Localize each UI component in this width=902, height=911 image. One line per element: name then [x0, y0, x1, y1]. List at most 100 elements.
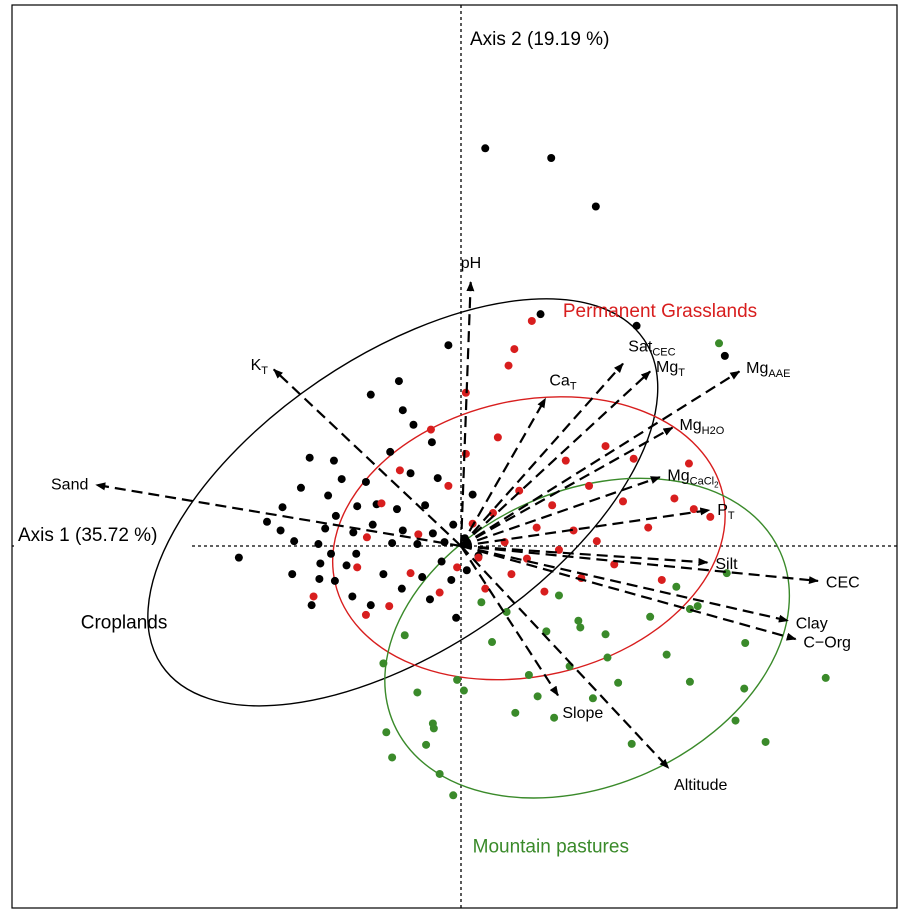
point-croplands: [591, 202, 600, 211]
vector-label-pt: PT: [717, 502, 735, 522]
point-permanent-grasslands: [309, 592, 318, 601]
axis-2-label: Axis 2 (19.19 %): [470, 29, 609, 50]
point-croplands: [437, 557, 446, 566]
point-permanent-grasslands: [689, 505, 698, 514]
point-mountain-pastures: [542, 627, 551, 636]
point-permanent-grasslands: [504, 361, 513, 370]
vector-slope: [460, 545, 559, 697]
point-permanent-grasslands: [569, 526, 578, 535]
annotation-mountain-pastures: Mountain pastures: [473, 837, 629, 858]
point-croplands: [263, 517, 271, 526]
point-croplands: [398, 406, 407, 415]
point-mountain-pastures: [502, 607, 511, 616]
vector-mgaae: [460, 370, 741, 547]
point-permanent-grasslands: [684, 459, 693, 468]
point-mountain-pastures: [685, 605, 694, 614]
point-croplands: [462, 566, 471, 575]
vector-silt: [460, 544, 709, 566]
point-mountain-pastures: [511, 708, 520, 717]
point-croplands: [425, 595, 434, 604]
point-croplands: [352, 549, 361, 558]
point-mountain-pastures: [413, 688, 422, 697]
vector-label-kt: KT: [251, 357, 269, 377]
point-mountain-pastures: [459, 686, 468, 695]
point-croplands: [361, 477, 370, 486]
point-permanent-grasslands: [453, 563, 462, 572]
point-croplands: [388, 539, 397, 548]
point-croplands: [348, 592, 357, 601]
point-mountain-pastures: [662, 650, 671, 659]
point-permanent-grasslands: [406, 569, 415, 578]
point-croplands: [394, 377, 403, 386]
point-mountain-pastures: [672, 582, 681, 591]
point-croplands: [468, 490, 477, 499]
point-mountain-pastures: [388, 753, 397, 762]
score-points: [234, 144, 830, 800]
point-croplands: [342, 561, 351, 570]
point-permanent-grasslands: [481, 584, 490, 593]
point-croplands: [315, 574, 324, 583]
point-mountain-pastures: [821, 673, 830, 682]
point-permanent-grasslands: [657, 575, 666, 584]
point-mountain-pastures: [627, 739, 636, 748]
point-mountain-pastures: [550, 713, 559, 722]
point-permanent-grasslands: [540, 587, 549, 596]
point-croplands: [314, 540, 323, 549]
point-croplands: [452, 613, 461, 622]
vector-kt: [273, 368, 462, 547]
vector-label-c-org: C−Org: [803, 634, 851, 651]
plot-frame: [11, 4, 898, 909]
point-mountain-pastures: [741, 639, 750, 647]
point-permanent-grasslands: [493, 433, 502, 442]
point-permanent-grasslands: [426, 425, 435, 434]
point-permanent-grasslands: [444, 481, 453, 490]
point-mountain-pastures: [435, 769, 444, 778]
point-croplands: [421, 501, 430, 510]
point-croplands: [329, 456, 338, 465]
point-mountain-pastures: [379, 659, 388, 668]
point-croplands: [305, 453, 314, 462]
point-mountain-pastures: [614, 678, 623, 687]
point-permanent-grasslands: [532, 523, 541, 532]
point-croplands: [392, 505, 401, 514]
point-permanent-grasslands: [489, 509, 498, 518]
vector-label-slope: Slope: [562, 705, 603, 722]
vector-label-cec: CEC: [826, 575, 860, 592]
point-croplands: [349, 528, 358, 537]
point-permanent-grasslands: [362, 533, 371, 542]
point-croplands: [368, 520, 377, 529]
point-permanent-grasslands: [474, 553, 483, 562]
vector-mgh2o: [460, 426, 674, 547]
point-permanent-grasslands: [592, 537, 601, 546]
point-mountain-pastures: [554, 591, 563, 600]
point-permanent-grasslands: [361, 610, 370, 619]
point-permanent-grasslands: [395, 466, 404, 475]
point-permanent-grasslands: [629, 454, 638, 463]
point-croplands: [386, 447, 395, 456]
point-mountain-pastures: [524, 671, 533, 680]
point-croplands: [406, 469, 415, 478]
point-croplands: [449, 520, 458, 529]
point-permanent-grasslands: [706, 512, 715, 521]
ellipse-croplands: [147, 298, 659, 707]
vector-label-satcec: SatCEC: [628, 339, 675, 359]
vector-label-sand: Sand: [51, 477, 88, 494]
point-croplands: [447, 575, 456, 584]
point-permanent-grasslands: [554, 545, 563, 554]
point-permanent-grasslands: [561, 456, 570, 465]
vector-label-mgaae: MgAAE: [746, 360, 790, 380]
point-croplands: [379, 570, 388, 579]
point-mountain-pastures: [685, 677, 694, 686]
point-croplands: [427, 438, 436, 447]
point-croplands: [288, 570, 297, 579]
vector-label-ph: pH: [461, 255, 481, 272]
vector-label-mgcacl: MgCaCl2: [667, 468, 719, 490]
point-mountain-pastures: [400, 631, 409, 640]
vector-label-mgh2o: MgH2O: [679, 417, 724, 437]
point-mountain-pastures: [488, 638, 497, 647]
point-croplands: [330, 576, 339, 585]
point-permanent-grasslands: [644, 523, 653, 532]
vector-label-mgt: MgT: [656, 359, 685, 379]
point-croplands: [324, 491, 333, 500]
